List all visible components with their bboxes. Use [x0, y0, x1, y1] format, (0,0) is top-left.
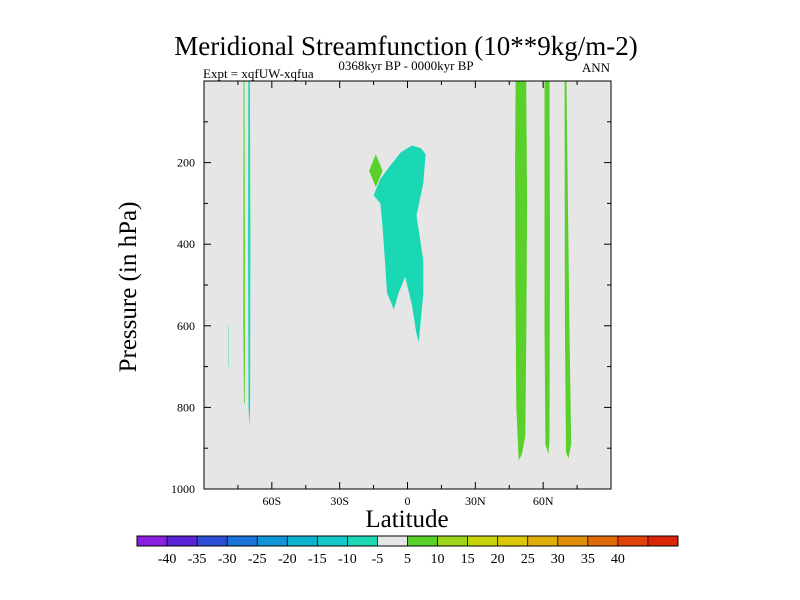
colorbar-label: 5	[404, 552, 411, 567]
x-tick-label: 30N	[465, 494, 486, 508]
colorbar-label: -15	[308, 552, 327, 567]
region-sh-left-strip	[243, 81, 245, 404]
subtitle-right: ANN	[582, 60, 611, 75]
colorbar-swatch	[497, 536, 529, 546]
region-equatorial-cell	[373, 145, 426, 343]
colorbar-swatch	[617, 536, 649, 546]
colorbar-swatch	[347, 536, 378, 546]
colorbar-label: -5	[372, 552, 384, 567]
axis-ticks: 60S 30S 0 30N 60N 200 400 600 800 1000	[171, 81, 611, 508]
colorbar-swatch	[377, 536, 408, 546]
x-tick-label: 0	[405, 494, 411, 508]
region-equatorial-bump	[369, 154, 383, 188]
colorbar-swatch	[257, 536, 288, 546]
region-sh-right-strip	[248, 81, 251, 426]
colorbar-swatch	[527, 536, 559, 546]
colorbar-swatch	[467, 536, 498, 546]
colorbar-label: 15	[461, 552, 475, 567]
colorbar-label: 40	[611, 552, 625, 567]
chart-title: Meridional Streamfunction (10**9kg/m-2)	[174, 31, 637, 61]
plot-frame	[203, 80, 612, 490]
region-nh-strip-2	[544, 81, 550, 455]
colorbar-label: -40	[158, 552, 177, 567]
colorbar-label: 35	[581, 552, 595, 567]
y-axis-label: Pressure (in hPa)	[115, 202, 142, 373]
y-tick-label: 1000	[171, 482, 195, 496]
colorbar-swatch	[437, 536, 468, 546]
colorbar-swatch	[227, 536, 258, 546]
colorbar-frame	[136, 535, 679, 547]
y-tick-label: 800	[177, 400, 195, 414]
y-tick-label: 200	[177, 156, 195, 170]
colorbar-label: -20	[278, 552, 297, 567]
colorbar-swatch	[287, 536, 318, 546]
colorbar-swatch	[317, 536, 348, 546]
contour-regions	[228, 81, 572, 461]
colorbar-label: -30	[218, 552, 237, 567]
x-axis-label: Latitude	[365, 506, 448, 533]
colorbar-swatch	[587, 536, 619, 546]
colorbar-swatch	[137, 536, 168, 546]
x-tick-label: 60S	[262, 494, 281, 508]
y-tick-label: 600	[177, 319, 195, 333]
colorbar-label: -25	[248, 552, 267, 567]
region-nh-strip-3	[564, 81, 572, 459]
colorbar-label: 20	[491, 552, 505, 567]
y-tick-label: 400	[177, 237, 195, 251]
colorbar-swatch	[647, 536, 679, 546]
subtitle-center: 0368kyr BP - 0000kyr BP	[338, 58, 473, 73]
subtitle-left: Expt = xqfUW-xqfua	[203, 66, 314, 81]
colorbar-label: 25	[521, 552, 535, 567]
colorbar-label: 30	[551, 552, 565, 567]
colorbar-swatch	[167, 536, 198, 546]
colorbar-label: -10	[338, 552, 357, 567]
colorbar-swatch	[407, 536, 438, 546]
x-tick-label: 60N	[533, 494, 554, 508]
colorbar-swatch	[557, 536, 589, 546]
colorbar-label: -35	[188, 552, 207, 567]
colorbar-label: 10	[431, 552, 445, 567]
x-tick-label: 30S	[330, 494, 349, 508]
colorbar: -40 -35 -30 -25 -20 -15 -10 -5 5 10 15 20 25 30 35 40	[136, 535, 679, 567]
region-nh-strip-1	[515, 81, 528, 461]
colorbar-swatch	[197, 536, 228, 546]
